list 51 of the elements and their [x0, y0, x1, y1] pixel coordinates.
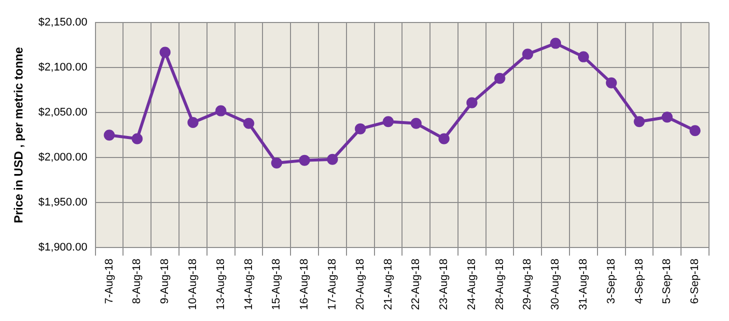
- x-tick-label: 28-Aug-18: [494, 258, 506, 310]
- point: [550, 38, 562, 49]
- x-tick-label: 9-Aug-18: [159, 258, 172, 304]
- x-tick-label: 8-Aug-18: [131, 258, 144, 304]
- x-tick-label: 29-Aug-18: [522, 258, 534, 310]
- x-tick-label: 5-Sep-18: [661, 258, 674, 304]
- y-tick-label: $1,900.00: [38, 242, 88, 254]
- y-axis-title: Price in USD , per metric tonne: [12, 46, 26, 224]
- x-tick-label: 13-Aug-18: [214, 258, 227, 310]
- x-tick-label: 21-Aug-18: [382, 258, 394, 310]
- y-tick-label: $2,100.00: [38, 62, 88, 74]
- point: [662, 112, 673, 123]
- point: [132, 133, 143, 144]
- x-tick-label: 10-Aug-18: [186, 258, 199, 310]
- x-tick-label: 17-Aug-18: [326, 258, 338, 310]
- x-tick-label: 14-Aug-18: [242, 258, 255, 310]
- x-tick-label: 23-Aug-18: [438, 258, 450, 310]
- x-tick-label: 20-Aug-18: [354, 258, 366, 310]
- y-tick-label: $1,950.00: [38, 196, 88, 209]
- x-tick-label: 22-Aug-18: [410, 258, 422, 310]
- point: [494, 72, 506, 84]
- point: [634, 116, 645, 128]
- point: [271, 158, 282, 169]
- point: [578, 51, 589, 62]
- x-tick-label: 24-Aug-18: [466, 258, 478, 310]
- y-tick-label: $2,000.00: [38, 152, 88, 164]
- x-tick-label: 30-Aug-18: [550, 258, 562, 310]
- x-tick-label: 4-Sep-18: [633, 258, 646, 304]
- y-tick-label: $2,150.00: [38, 16, 88, 29]
- x-tick-label: 3-Sep-18: [605, 258, 618, 304]
- point: [326, 154, 338, 165]
- point: [606, 77, 617, 88]
- x-tick-label: 31-Aug-18: [578, 258, 590, 310]
- point: [522, 48, 534, 60]
- point: [160, 46, 171, 58]
- point: [354, 123, 366, 134]
- x-tick-label: 16-Aug-18: [298, 258, 311, 310]
- x-tick-label: 15-Aug-18: [270, 258, 283, 310]
- y-tick-label: $2,050.00: [38, 106, 88, 119]
- point: [243, 118, 254, 129]
- point: [438, 133, 450, 144]
- point: [187, 117, 198, 128]
- point: [215, 105, 226, 116]
- x-tick-label: 6-Sep-18: [689, 258, 702, 304]
- point: [410, 118, 422, 129]
- x-tick-label: 7-Aug-18: [103, 258, 116, 304]
- point: [466, 97, 478, 108]
- point: [382, 116, 394, 128]
- point: [690, 125, 701, 136]
- point: [299, 154, 310, 166]
- point: [104, 130, 115, 141]
